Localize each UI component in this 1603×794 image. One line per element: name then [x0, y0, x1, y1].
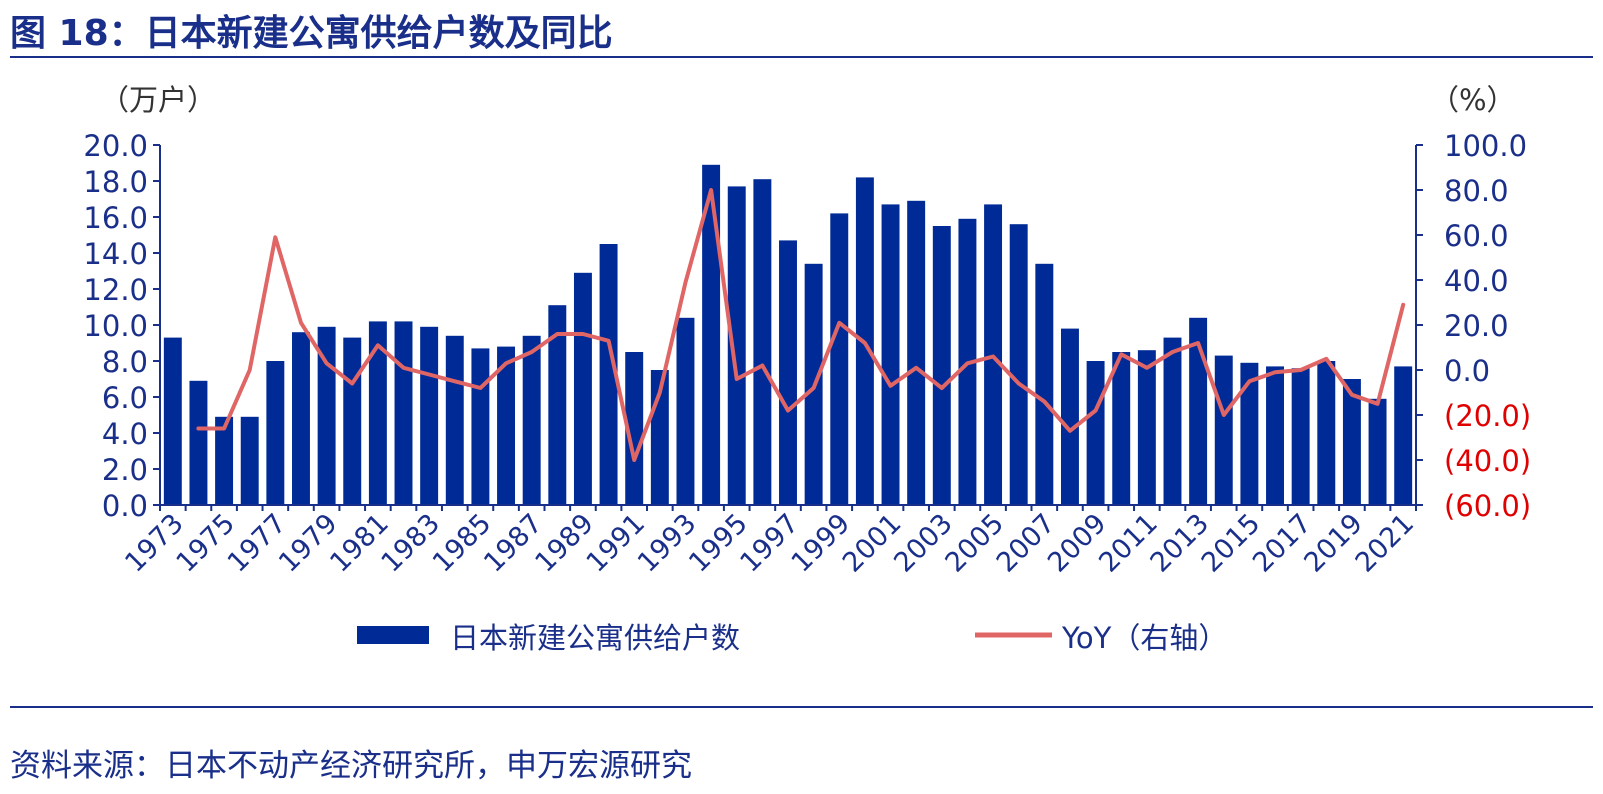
left-tick-label: 4.0	[102, 417, 148, 451]
bar-2002	[907, 200, 926, 506]
legend-bar-swatch	[357, 626, 429, 644]
bar-2001	[881, 204, 900, 505]
bar-1983	[420, 326, 439, 505]
bar-1977	[266, 361, 285, 505]
right-tick-label: 40.0	[1444, 264, 1509, 298]
right-tick-label: (60.0)	[1444, 489, 1531, 523]
bar-2014	[1214, 355, 1233, 505]
source-note: 资料来源：日本不动产经济研究所，申万宏源研究	[10, 748, 692, 784]
left-tick-label: 20.0	[83, 129, 148, 163]
left-tick-label: 10.0	[83, 309, 148, 343]
x-tick-label: 2009	[1042, 508, 1113, 579]
left-tick-label: 0.0	[102, 489, 148, 523]
bar-1995	[727, 186, 746, 505]
x-tick-label: 1999	[786, 508, 857, 579]
x-tick-label: 2015	[1196, 508, 1267, 579]
x-tick-label: 1991	[581, 508, 652, 579]
x-tick-label: 1987	[478, 508, 549, 579]
x-tick-label: 2001	[837, 508, 908, 579]
x-tick-label: 1997	[734, 508, 805, 579]
bar-1973	[163, 337, 182, 505]
x-tick-label: 2003	[888, 508, 959, 579]
bar-1975	[215, 416, 234, 505]
bar-1979	[317, 326, 336, 505]
bar-1981	[368, 321, 387, 505]
right-tick-label: 20.0	[1444, 309, 1509, 343]
x-tick-label: 1993	[632, 508, 703, 579]
bar-1991	[625, 352, 644, 505]
bar-2008	[1060, 328, 1079, 505]
bar-1984	[445, 335, 464, 505]
right-tick-label: 80.0	[1444, 174, 1509, 208]
bar-1974	[189, 380, 208, 505]
bar-1976	[240, 416, 259, 505]
bar-1996	[753, 179, 772, 505]
right-axis-unit: （%）	[1430, 83, 1516, 117]
x-tick-label: 2021	[1350, 508, 1421, 579]
yoy-line	[196, 188, 1406, 462]
bar-2020	[1368, 398, 1387, 505]
bar-2019	[1342, 379, 1361, 505]
title-divider	[10, 56, 1593, 58]
left-tick-label: 8.0	[102, 345, 148, 379]
x-tick-label: 1975	[171, 508, 242, 579]
x-tick-label: 2013	[1145, 508, 1216, 579]
bar-1980	[343, 337, 362, 505]
left-tick-label: 14.0	[83, 237, 148, 271]
bar-1978	[292, 332, 310, 505]
bar-1987	[522, 335, 541, 505]
bar-1989	[573, 272, 592, 505]
bar-1982	[394, 321, 413, 505]
bar-2018	[1317, 361, 1336, 505]
right-tick-label: (40.0)	[1444, 444, 1531, 478]
left-tick-label: 12.0	[83, 273, 148, 307]
x-tick-label: 1977	[222, 508, 293, 579]
bar-2012	[1163, 337, 1182, 505]
bar-2013	[1189, 317, 1208, 505]
x-tick-label: 1985	[427, 508, 498, 579]
bar-2010	[1112, 352, 1131, 505]
bar-2015	[1240, 362, 1259, 505]
bar-1988	[548, 305, 567, 505]
legend-bar-label: 日本新建公寓供给户数	[450, 621, 740, 655]
bar-2017	[1291, 368, 1310, 505]
bar-2006	[1009, 224, 1028, 505]
left-axis-unit: （万户）	[100, 83, 216, 117]
bar-2007	[1035, 263, 1054, 505]
chart: 0.02.04.06.08.010.012.014.016.018.020.0(…	[83, 83, 1531, 655]
x-tick-label: 2005	[939, 508, 1010, 579]
bar-2016	[1266, 366, 1284, 505]
bar-1993	[676, 317, 695, 505]
figure-title: 图 18：日本新建公寓供给户数及同比	[10, 13, 613, 54]
bar-2021	[1394, 366, 1413, 505]
bar-1990	[599, 244, 618, 505]
source-divider	[10, 706, 1593, 708]
bar-1999	[830, 213, 849, 505]
left-tick-label: 6.0	[102, 381, 148, 415]
bar-1986	[497, 346, 516, 505]
left-tick-label: 2.0	[102, 453, 148, 487]
right-tick-label: 0.0	[1444, 354, 1490, 388]
x-tick-label: 1995	[683, 508, 754, 579]
left-tick-label: 16.0	[83, 201, 148, 235]
bar-2009	[1086, 361, 1105, 505]
x-tick-label: 2019	[1298, 508, 1369, 579]
x-tick-label: 2007	[991, 508, 1062, 579]
x-tick-label: 2011	[1093, 508, 1164, 579]
right-tick-label: 60.0	[1444, 219, 1509, 253]
left-tick-label: 18.0	[83, 165, 148, 199]
bar-2011	[1137, 350, 1156, 505]
bar-1994	[702, 164, 721, 506]
bar-2003	[932, 226, 951, 505]
x-tick-label: 1983	[376, 508, 447, 579]
right-tick-label: 100.0	[1444, 129, 1527, 163]
bar-1997	[779, 240, 797, 505]
right-tick-label: (20.0)	[1444, 399, 1531, 433]
bar-1985	[471, 348, 490, 505]
x-tick-label: 1979	[273, 508, 344, 579]
x-tick-label: 1981	[324, 508, 395, 579]
x-tick-label: 1989	[529, 508, 600, 579]
legend-line-label: YoY（右轴）	[1061, 621, 1227, 655]
x-tick-label: 2017	[1247, 508, 1318, 579]
